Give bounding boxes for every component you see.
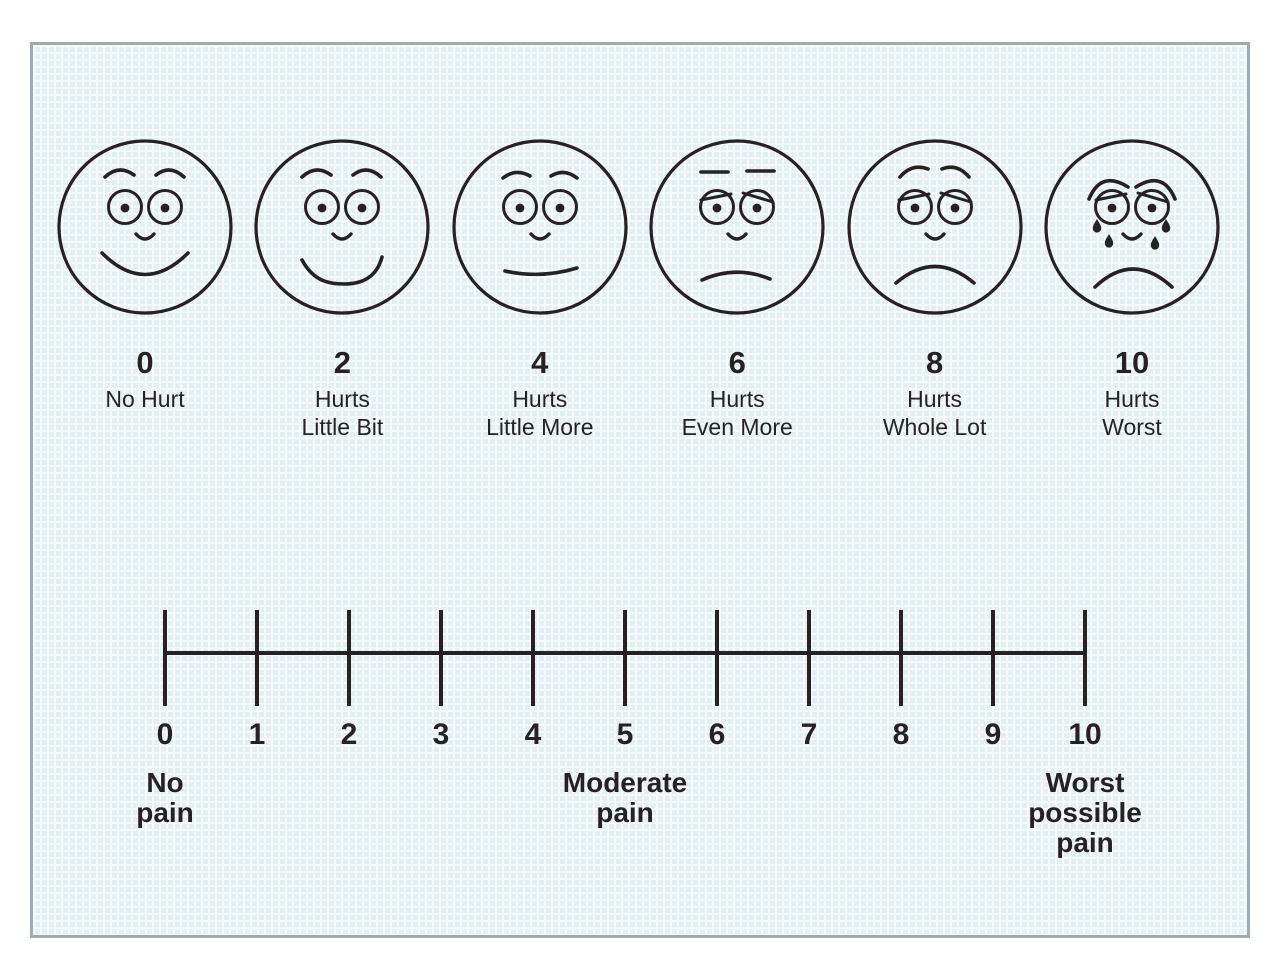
face-hurts-little-more-icon	[452, 139, 628, 315]
face-item: 8 Hurts Whole Lot	[840, 137, 1030, 441]
face-descriptor-label: Hurts Worst	[1102, 385, 1162, 441]
scale-anchor-line: pain	[596, 797, 654, 828]
face-score-label: 10	[1114, 345, 1150, 380]
scale-anchor-line: pain	[1056, 827, 1114, 858]
face-score-label: 0	[136, 345, 154, 380]
face-score-label: 6	[728, 345, 746, 380]
face-descriptor-label: Hurts Little More	[486, 385, 593, 441]
scale-anchor-line: Moderate	[562, 767, 688, 798]
scale-tick-label: 5	[617, 718, 634, 751]
face-hurts-little-bit-icon	[254, 139, 430, 315]
face-item: 4 Hurts Little More	[445, 137, 635, 441]
scale-anchor-line: possible	[1028, 797, 1142, 828]
scale-anchor-line: Worst	[1045, 767, 1125, 798]
face-descriptor-line: Worst	[1102, 414, 1162, 440]
scale-tick-label: 2	[341, 718, 358, 751]
face-descriptor-label: Hurts Even More	[682, 385, 793, 441]
face-descriptor-line: Whole Lot	[882, 414, 987, 440]
face-descriptor-line: Hurts	[1104, 386, 1160, 412]
numeric-rating-scale: 0 1 2 3 4 5 6 7 8 9 10	[157, 610, 1102, 751]
face-item: 10 Hurts Worst	[1037, 137, 1227, 441]
face-score-label: 2	[333, 345, 352, 380]
face-descriptor-line: Hurts	[314, 386, 370, 412]
scale-anchor-label: Worst possible pain	[955, 768, 1215, 858]
face-score-label: 8	[925, 345, 944, 380]
scale-tick-label: 4	[525, 718, 542, 751]
pain-scale-panel: 0 No Hurt 2 Hurts Little Bit 4 Hurts Little Mor…	[30, 42, 1250, 938]
face-item: 6 Hurts Even More	[642, 137, 832, 441]
face-descriptor-label: No Hurt	[105, 385, 184, 413]
face-no-hurt-icon	[57, 139, 233, 315]
scale-tick-label: 3	[433, 718, 450, 751]
face-descriptor-line: Hurts	[709, 386, 765, 412]
face-descriptor-line: Even More	[681, 414, 793, 440]
scale-tick-label: 0	[157, 718, 174, 751]
face-descriptor-line: Hurts	[907, 386, 963, 412]
face-hurts-worst-icon	[1044, 139, 1220, 315]
scale-tick-label: 8	[893, 718, 910, 751]
face-descriptor-line: No Hurt	[105, 386, 185, 412]
face-score-label: 4	[531, 345, 549, 380]
scale-tick-label: 1	[249, 718, 266, 751]
face-item: 0 No Hurt	[50, 137, 240, 413]
scale-tick-label: 10	[1068, 718, 1101, 751]
scale-anchor-label: No pain	[35, 768, 295, 828]
scale-tick-label: 7	[801, 718, 818, 751]
scale-tick-label: 6	[709, 718, 726, 751]
face-descriptor-line: Little Bit	[301, 414, 384, 440]
scale-tick-label: 9	[985, 718, 1002, 751]
scale-anchor-label: Moderate pain	[495, 768, 755, 828]
face-descriptor-label: Hurts Whole Lot	[883, 385, 987, 441]
face-descriptor-line: Hurts	[512, 386, 568, 412]
scale-anchor-line: pain	[136, 797, 194, 828]
face-descriptor-label: Hurts Little Bit	[301, 385, 383, 441]
face-hurts-even-more-icon	[649, 139, 825, 315]
scale-anchor-line: No	[146, 767, 184, 798]
face-hurts-whole-lot-icon	[846, 139, 1023, 315]
face-descriptor-line: Little More	[486, 414, 594, 440]
face-item: 2 Hurts Little Bit	[247, 137, 437, 441]
